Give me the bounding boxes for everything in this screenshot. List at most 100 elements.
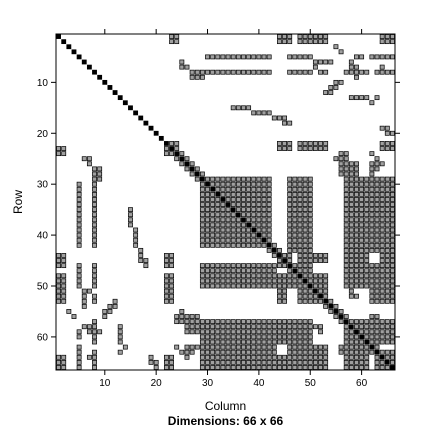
nonzero-cell — [210, 354, 216, 360]
nonzero-cell — [323, 69, 329, 75]
nonzero-cell — [246, 237, 252, 243]
nonzero-cell — [287, 344, 293, 350]
nonzero-cell — [359, 359, 365, 365]
nonzero-cell — [354, 171, 359, 177]
nonzero-cell — [287, 34, 293, 39]
nonzero-cell — [199, 359, 205, 365]
y-axis-title: Row — [11, 190, 25, 214]
nonzero-cell — [287, 232, 293, 238]
nonzero-cell — [261, 242, 267, 248]
nonzero-cell — [302, 349, 308, 355]
nonzero-cell — [359, 186, 365, 192]
nonzero-cell — [225, 207, 231, 213]
nonzero-cell — [241, 324, 246, 330]
nonzero-cell — [297, 339, 303, 345]
diagonal-cell — [66, 44, 72, 50]
nonzero-cell — [390, 181, 395, 187]
nonzero-cell — [384, 222, 390, 228]
nonzero-cell — [384, 191, 390, 197]
nonzero-cell — [374, 339, 380, 345]
nonzero-cell — [86, 329, 92, 335]
nonzero-cell — [374, 314, 380, 319]
nonzero-cell — [92, 298, 97, 304]
nonzero-cell — [354, 69, 359, 75]
nonzero-cell — [323, 34, 329, 39]
nonzero-cell — [220, 207, 226, 213]
nonzero-cell — [266, 181, 272, 187]
nonzero-cell — [205, 329, 210, 335]
nonzero-cell — [364, 202, 370, 207]
nonzero-cell — [92, 319, 97, 325]
nonzero-cell — [302, 186, 308, 192]
nonzero-cell — [246, 349, 252, 355]
nonzero-cell — [235, 278, 241, 284]
nonzero-cell — [354, 283, 359, 289]
nonzero-cell — [220, 212, 226, 218]
nonzero-cell — [251, 324, 257, 330]
nonzero-cell — [251, 202, 257, 207]
nonzero-cell — [297, 268, 303, 274]
y-tick-label: 30 — [37, 180, 49, 191]
nonzero-cell — [179, 314, 185, 319]
nonzero-cell — [302, 334, 308, 340]
nonzero-cell — [348, 288, 354, 294]
nonzero-cell — [312, 349, 318, 355]
nonzero-cell — [261, 207, 267, 213]
nonzero-cell — [266, 365, 272, 370]
nonzero-cell — [292, 181, 298, 187]
nonzero-cell — [384, 141, 390, 146]
nonzero-cell — [364, 334, 370, 340]
diagonal-cell — [256, 232, 262, 238]
nonzero-cell — [384, 181, 390, 187]
nonzero-cell — [379, 247, 385, 253]
nonzero-cell — [297, 344, 303, 350]
nonzero-cell — [256, 273, 262, 279]
nonzero-cell — [348, 349, 354, 355]
nonzero-cell — [354, 334, 359, 340]
nonzero-cell — [307, 247, 313, 253]
nonzero-cell — [307, 268, 313, 274]
nonzero-cell — [384, 242, 390, 248]
nonzero-cell — [112, 298, 118, 304]
nonzero-cell — [215, 273, 221, 279]
nonzero-cell — [302, 227, 308, 233]
diagonal-cell — [282, 258, 287, 263]
nonzero-cell — [215, 349, 221, 355]
nonzero-cell — [374, 293, 380, 299]
x-tick-label: 10 — [99, 378, 111, 389]
nonzero-cell — [292, 319, 298, 325]
diagonal-cell — [369, 344, 375, 350]
nonzero-cell — [251, 237, 257, 243]
nonzero-cell — [169, 34, 174, 39]
nonzero-cell — [241, 319, 246, 325]
nonzero-cell — [390, 176, 395, 182]
nonzero-cell — [61, 253, 67, 258]
nonzero-cell — [343, 217, 349, 223]
nonzero-cell — [256, 365, 262, 370]
nonzero-cell — [364, 227, 370, 233]
nonzero-cell — [230, 222, 236, 228]
nonzero-cell — [292, 247, 298, 253]
nonzero-cell — [92, 273, 97, 279]
nonzero-cell — [256, 227, 262, 233]
nonzero-cell — [307, 237, 313, 243]
nonzero-cell — [241, 339, 246, 345]
nonzero-cell — [241, 268, 246, 274]
nonzero-cell — [302, 212, 308, 218]
nonzero-cell — [220, 202, 226, 207]
nonzero-cell — [359, 268, 365, 274]
nonzero-cell — [374, 319, 380, 325]
nonzero-cell — [354, 253, 359, 258]
nonzero-cell — [256, 110, 262, 116]
nonzero-cell — [251, 283, 257, 289]
nonzero-cell — [379, 283, 385, 289]
nonzero-cell — [297, 207, 303, 213]
nonzero-cell — [318, 349, 323, 355]
nonzero-cell — [390, 222, 395, 228]
nonzero-cell — [287, 237, 293, 243]
nonzero-cell — [379, 232, 385, 238]
nonzero-cell — [390, 202, 395, 207]
nonzero-cell — [215, 334, 221, 340]
nonzero-cell — [364, 283, 370, 289]
nonzero-cell — [235, 237, 241, 243]
